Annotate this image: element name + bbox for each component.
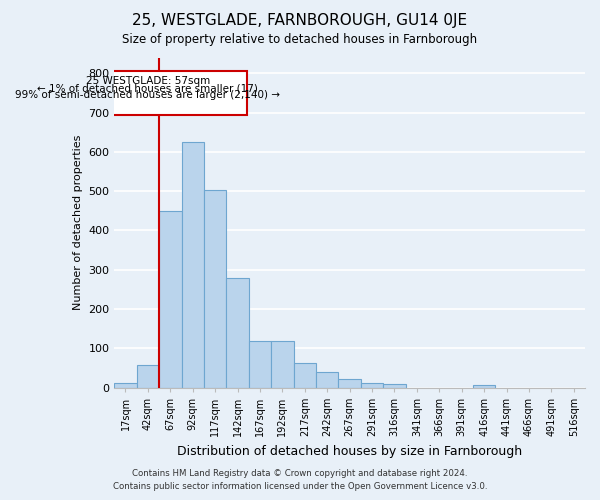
X-axis label: Distribution of detached houses by size in Farnborough: Distribution of detached houses by size … bbox=[177, 444, 522, 458]
Bar bbox=[383, 384, 406, 388]
Bar bbox=[316, 372, 338, 388]
Bar bbox=[473, 385, 496, 388]
Text: ← 1% of detached houses are smaller (17): ← 1% of detached houses are smaller (17) bbox=[37, 83, 259, 93]
Bar bbox=[159, 211, 182, 388]
Bar bbox=[338, 379, 361, 388]
Bar bbox=[204, 190, 226, 388]
Text: 25 WESTGLADE: 57sqm: 25 WESTGLADE: 57sqm bbox=[86, 76, 210, 86]
Text: Contains HM Land Registry data © Crown copyright and database right 2024.
Contai: Contains HM Land Registry data © Crown c… bbox=[113, 469, 487, 491]
Bar bbox=[293, 364, 316, 388]
Bar bbox=[49, 72, 247, 116]
Y-axis label: Number of detached properties: Number of detached properties bbox=[73, 135, 83, 310]
Bar bbox=[249, 342, 271, 388]
Bar bbox=[226, 278, 249, 388]
Bar bbox=[114, 383, 137, 388]
Bar bbox=[182, 142, 204, 388]
Bar bbox=[361, 384, 383, 388]
Text: Size of property relative to detached houses in Farnborough: Size of property relative to detached ho… bbox=[122, 32, 478, 46]
Text: 25, WESTGLADE, FARNBOROUGH, GU14 0JE: 25, WESTGLADE, FARNBOROUGH, GU14 0JE bbox=[133, 12, 467, 28]
Text: 99% of semi-detached houses are larger (2,140) →: 99% of semi-detached houses are larger (… bbox=[16, 90, 280, 100]
Bar bbox=[137, 366, 159, 388]
Bar bbox=[271, 342, 293, 388]
